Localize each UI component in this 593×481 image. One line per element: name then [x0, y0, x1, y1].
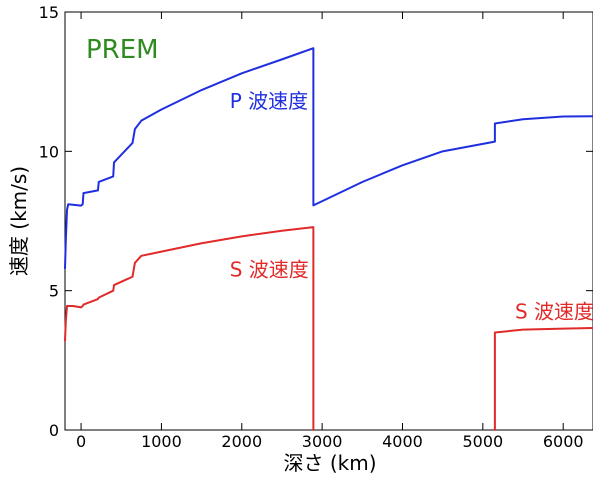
y-tick-label: 15: [39, 3, 59, 22]
chart-title: PREM: [86, 35, 159, 65]
x-tick-label: 1000: [141, 432, 182, 451]
x-tick-label: 2000: [221, 432, 262, 451]
series-layer: [64, 47, 593, 431]
s-wave-line-inner-core: [493, 327, 593, 431]
p-wave-annotation: P 波速度: [230, 89, 308, 113]
s-wave-annotation: S 波速度: [515, 300, 593, 324]
p-wave-line: [64, 47, 593, 270]
x-tick-label: 4000: [382, 432, 423, 451]
x-tick-label: 0: [76, 432, 86, 451]
x-axis-label: 深さ (km): [283, 451, 376, 475]
y-tick-label: 10: [39, 142, 59, 161]
y-axis-label: 速度 (km/s): [7, 166, 31, 276]
plot-frame: [64, 11, 593, 431]
x-tick-label: 5000: [462, 432, 503, 451]
ticks-layer: 0 1000 2000 3000 4000 5000 6000 0 5 10 15: [39, 3, 593, 451]
y-tick-label: 5: [49, 282, 59, 301]
x-tick-label: 3000: [302, 432, 343, 451]
s-wave-annotation: S 波速度: [230, 258, 309, 282]
s-wave-line-mantle: [64, 226, 315, 431]
x-tick-label: 6000: [543, 432, 584, 451]
y-tick-label: 0: [49, 421, 59, 440]
annotations-layer: P 波速度 S 波速度 S 波速度: [230, 89, 593, 323]
